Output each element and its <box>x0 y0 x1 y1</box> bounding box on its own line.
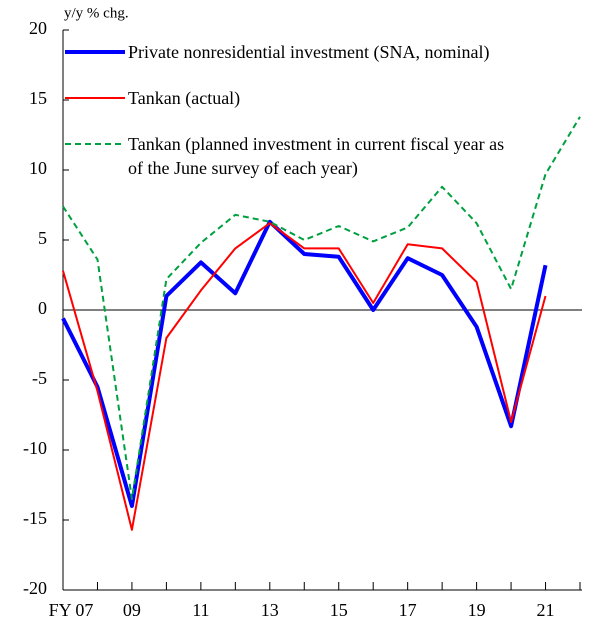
y-tick-label: 20 <box>29 18 47 38</box>
y-tick-label: -20 <box>23 578 47 598</box>
legend-label: Tankan (actual) <box>128 88 241 108</box>
x-tick-label: 09 <box>123 600 141 620</box>
y-tick-label: 10 <box>29 158 47 178</box>
x-tick-label: 19 <box>468 600 486 620</box>
x-tick-label: 17 <box>399 600 417 620</box>
x-tick-label: 13 <box>261 600 279 620</box>
y-axis-label: y/y % chg. <box>64 5 129 21</box>
series-line <box>62 116 581 500</box>
legend-label: Private nonresidential investment (SNA, … <box>128 42 490 62</box>
series-line <box>62 222 547 531</box>
x-tick-label: 11 <box>192 600 209 620</box>
x-tick-label: FY 07 <box>49 600 94 620</box>
y-tick-label: -15 <box>23 508 47 528</box>
y-tick-label: 5 <box>38 228 47 248</box>
x-tick-label: 15 <box>330 600 348 620</box>
x-tick-label: 21 <box>537 600 555 620</box>
y-tick-label: 0 <box>38 298 47 318</box>
y-tick-label: 15 <box>29 88 47 108</box>
y-tick-label: -10 <box>23 438 47 458</box>
y-tick-label: -5 <box>32 368 47 388</box>
legend-label: Tankan (planned investment in current fi… <box>128 134 505 178</box>
series-line <box>61 219 548 508</box>
